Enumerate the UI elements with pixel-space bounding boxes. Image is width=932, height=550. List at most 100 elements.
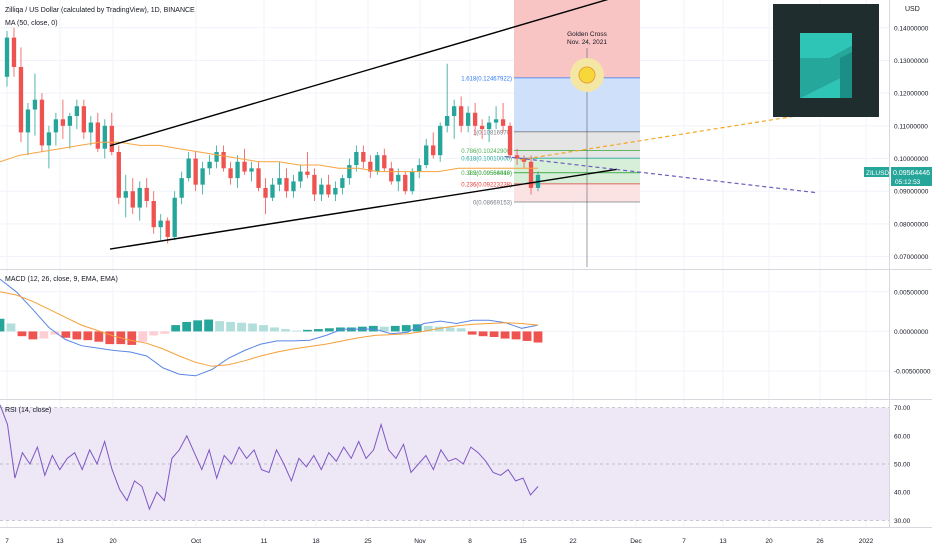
price-badge-countdown: 05:12:53 [895, 179, 921, 186]
time-tick-label: 8 [468, 538, 472, 545]
macd-histogram-bar [303, 329, 312, 332]
candle-body [130, 191, 135, 208]
candle-body [39, 99, 45, 146]
time-tick-label: 15 [519, 538, 527, 545]
macd-tick-label: 0.00500000 [894, 289, 929, 296]
macd-histogram-bar [489, 331, 499, 337]
candle-body [74, 106, 80, 117]
rsi-tick-label: 60.00 [894, 433, 911, 440]
zilliqa-logo [773, 4, 879, 117]
rising-channel[interactable] [109, 0, 618, 250]
macd-histogram-bar [182, 321, 192, 332]
time-tick-label: 13 [719, 538, 727, 545]
macd-histogram-bar [193, 320, 203, 332]
macd-histogram-bar [160, 331, 170, 334]
rsi-pane[interactable]: RSI (14, close) 70.00 60.00 50.00 40.00 30.0… [0, 404, 911, 525]
fib-level-label: 0.236(0.09223238) [461, 182, 512, 188]
rsi-tick-label: 70.00 [894, 405, 911, 412]
time-tick-label: Oct [191, 538, 201, 545]
macd-axis: 0.00500000 0.00000000 -0.00500000 [894, 289, 931, 375]
candle-body [298, 171, 303, 182]
candle-body [514, 155, 520, 159]
price-badge-price: 0.09564446 [893, 170, 930, 177]
macd-histogram-bar [215, 321, 224, 332]
candle-body [123, 191, 128, 198]
fib-zone-gray [514, 131, 640, 159]
macd-histogram-bar [412, 324, 422, 332]
candle-body [389, 168, 394, 182]
candle-body [25, 109, 31, 133]
macd-histogram-bar [171, 325, 181, 332]
macd-histogram-bar [511, 331, 521, 340]
time-tick-label: Dec [630, 538, 642, 545]
price-tick-label: 0.13000000 [894, 58, 929, 65]
candle-body [361, 151, 366, 162]
candle-body [46, 132, 52, 146]
candle-body [507, 125, 513, 156]
candle-body [333, 187, 338, 195]
channel-upper-line [109, 0, 609, 147]
candle-body [81, 106, 87, 133]
candle-body [458, 106, 464, 126]
rsi-tick-label: 50.00 [894, 462, 911, 469]
time-tick-label: 26 [816, 538, 824, 545]
macd-histogram-bar [149, 331, 159, 336]
candle-body [193, 158, 198, 185]
candle-body [451, 106, 457, 117]
candle-body [500, 119, 506, 126]
macd-histogram-bar [83, 331, 93, 341]
time-tick-label: 2022 [859, 538, 874, 545]
time-tick-label: 11 [261, 538, 268, 545]
price-tick-label: 0.07000000 [894, 254, 929, 261]
macd-histogram-bar [533, 331, 543, 343]
candle-body [347, 165, 352, 179]
price-axis[interactable]: 0.14000000 0.13000000 0.12000000 0.11000000… [894, 25, 929, 261]
macd-histogram-bar [6, 323, 16, 332]
candle-body [228, 168, 233, 179]
candle-body [60, 119, 66, 126]
fibonacci-retracement[interactable]: 1.618(0.12467922) 1(0.10816970) 0.786(0.10… [461, 0, 640, 207]
macd-histogram-bar [324, 328, 334, 332]
candle-body [4, 37, 10, 77]
price-tick-label: 0.10000000 [894, 156, 929, 163]
candle-body [109, 125, 114, 152]
candle-body [431, 145, 436, 156]
candle-body [200, 168, 205, 185]
macd-histogram-bar [522, 331, 532, 341]
time-tick-label: 20 [109, 538, 117, 545]
candle-body [242, 161, 247, 172]
macd-histogram [0, 318, 543, 345]
candle-body [53, 119, 59, 133]
fib-zone-green [514, 158, 640, 184]
currency-label: USD [905, 6, 920, 13]
macd-histogram-bar [237, 322, 246, 332]
candle-body [165, 220, 170, 237]
candle-body [186, 158, 191, 179]
macd-histogram-bar [270, 327, 279, 332]
candle-body [277, 178, 282, 185]
candle-body [11, 37, 17, 67]
macd-histogram-bar [94, 331, 104, 342]
macd-pane[interactable]: MACD (12, 26, close, 9, EMA, EMA) 0.0050… [0, 276, 931, 377]
candle-body [340, 178, 345, 188]
time-tick-label: 25 [364, 538, 372, 545]
candle-body [291, 181, 296, 192]
price-tick-label: 0.08000000 [894, 221, 929, 228]
candle-body [207, 161, 212, 169]
macd-histogram-bar [390, 325, 400, 332]
candle-body [479, 125, 485, 130]
rsi-title: RSI (14, close) [5, 407, 51, 414]
fib-zone-pink [514, 183, 640, 203]
projection-orange-dashed [519, 114, 801, 161]
candle-body [424, 145, 429, 166]
candle-body [221, 151, 226, 169]
price-candles[interactable] [4, 27, 541, 244]
macd-line [0, 278, 539, 377]
projection-lines[interactable] [504, 114, 816, 194]
candle-body [417, 165, 422, 172]
ma50-line [0, 141, 538, 173]
golden-cross-date: Nov. 24, 2021 [567, 39, 607, 46]
time-axis[interactable]: 7 13 20 Oct 11 18 25 Nov 8 15 22 Dec 7 13 20 26 2022 [5, 538, 873, 545]
